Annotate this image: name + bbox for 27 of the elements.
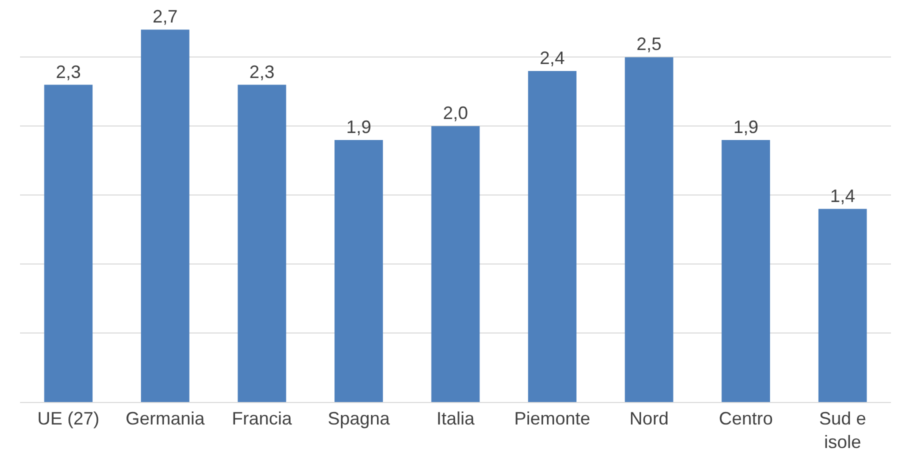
data-label: 2,5: [636, 34, 662, 54]
x-tick-label: Centro: [718, 408, 773, 429]
data-label: 2,4: [540, 48, 565, 68]
data-label: 2,3: [56, 62, 81, 82]
bar: [238, 84, 286, 402]
x-tick-label: UE (27): [37, 408, 100, 429]
bar: [140, 30, 190, 402]
bar: [722, 140, 770, 402]
data-label: 2,7: [152, 6, 178, 27]
bar: [334, 140, 383, 402]
x-tick-label: Nord: [630, 408, 669, 429]
bar: [818, 208, 867, 402]
x-tick-label: Piemonte: [514, 408, 590, 429]
data-label: 2,0: [442, 103, 468, 124]
data-label: 2,3: [249, 62, 274, 82]
x-tick-label: Francia: [232, 408, 293, 429]
bar: [44, 84, 93, 402]
data-label: 1,9: [733, 116, 758, 137]
bar: [528, 70, 576, 402]
data-label: 1,4: [830, 186, 856, 206]
x-tick-label: Spagna: [328, 408, 391, 429]
x-tick-label: Sud e isole: [819, 408, 866, 452]
x-tick-label: Italia: [436, 408, 476, 429]
data-label: 1,9: [346, 116, 372, 137]
bar: [624, 57, 674, 402]
x-tick-label: Germania: [126, 408, 206, 429]
bar: [431, 126, 480, 402]
